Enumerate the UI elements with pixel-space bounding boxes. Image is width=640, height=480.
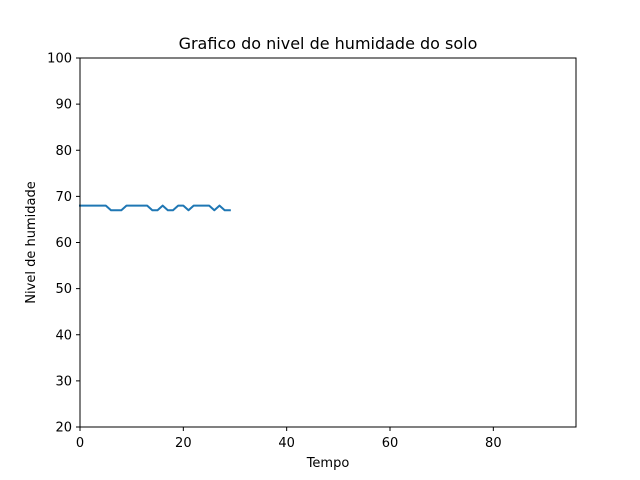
y-tick-label: 90 (55, 98, 72, 113)
series-line (79, 204, 231, 212)
x-tick-label: 40 (278, 436, 295, 451)
y-axis-label: Nivel de humidade (24, 181, 39, 303)
y-tick-label: 80 (55, 144, 72, 159)
y-tick-label: 50 (55, 282, 72, 297)
plot-frame (79, 57, 577, 428)
x-tick-label: 20 (175, 436, 192, 451)
y-tick-label: 100 (47, 52, 72, 67)
x-tick-label: 60 (382, 436, 399, 451)
y-tick-label: 60 (55, 236, 72, 251)
y-tick-label: 70 (55, 190, 72, 205)
y-tick-label: 40 (55, 328, 72, 343)
y-tick-label: 30 (55, 374, 72, 389)
x-axis: 0 20 40 60 80 (76, 427, 502, 451)
x-tick-label: 80 (485, 436, 502, 451)
chart-title: Grafico do nivel de humidade do solo (179, 34, 478, 53)
x-axis-label: Tempo (306, 456, 350, 471)
x-tick-label: 0 (76, 436, 84, 451)
plot-lines (79, 204, 231, 212)
y-axis: 20 30 40 50 60 70 80 90 100 (47, 52, 80, 436)
y-tick-label: 20 (55, 421, 72, 436)
